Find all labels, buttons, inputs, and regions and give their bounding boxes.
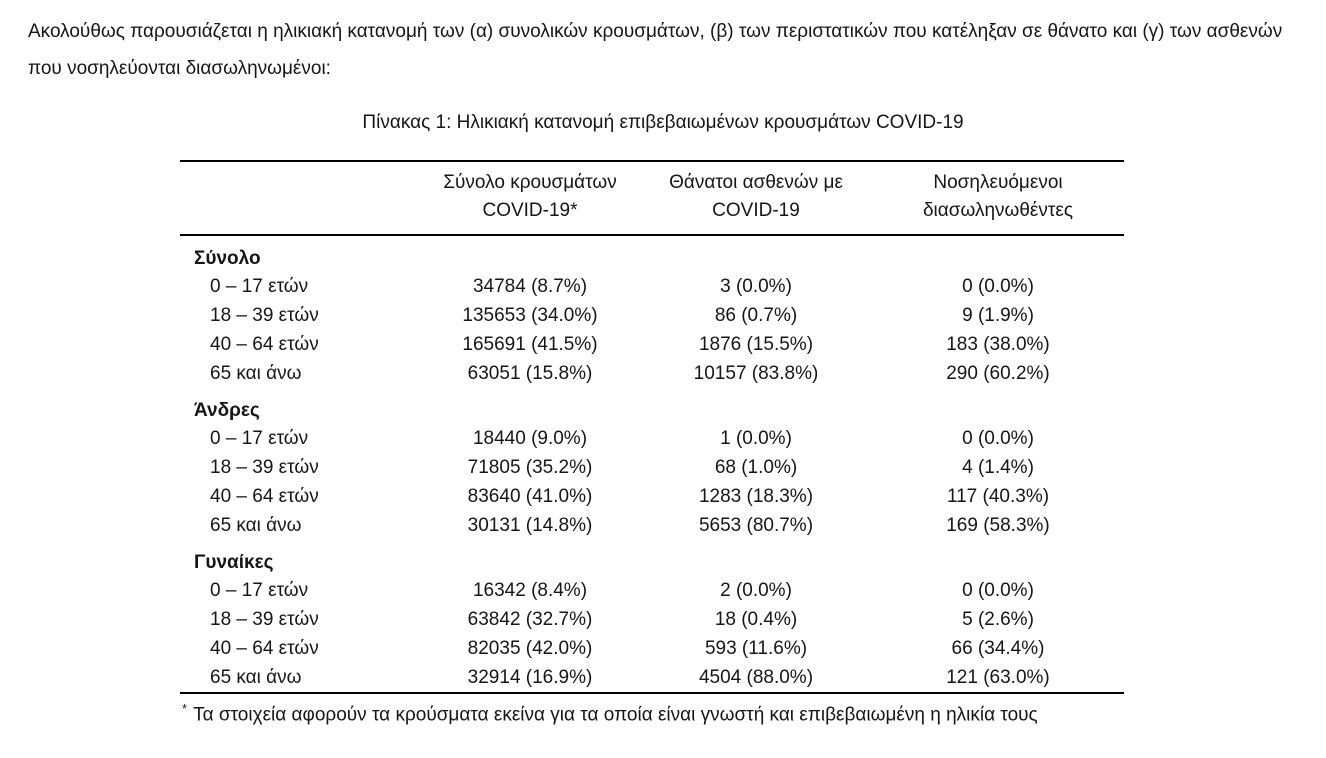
deaths-value: 1283 (18.3%) bbox=[698, 485, 814, 507]
deaths-value: 4504 (88.0%) bbox=[698, 666, 814, 688]
deaths-value: 86 (0.7%) bbox=[714, 304, 798, 326]
table-row: 0 – 17 ετών 34784 (8.7%) 3 (0.0%) 0 (0.0%) bbox=[180, 272, 1124, 301]
deaths-value: 68 (1.0%) bbox=[714, 456, 798, 478]
cases-value: 34784 (8.7%) bbox=[472, 275, 588, 297]
intro-paragraph: Ακολούθως παρουσιάζεται η ηλικιακή καταν… bbox=[28, 21, 1283, 79]
table-row: 40 – 64 ετών 83640 (41.0%) 1283 (18.3%) 117… bbox=[180, 482, 1124, 511]
intubated-value: 0 (0.0%) bbox=[962, 427, 1034, 449]
age-group-label: 18 – 39 ετών bbox=[210, 608, 319, 630]
age-group-label: 40 – 64 ετών bbox=[210, 637, 319, 659]
intubated-value: 66 (34.4%) bbox=[951, 637, 1045, 659]
deaths-value: 10157 (83.8%) bbox=[693, 362, 819, 384]
cases-value: 165691 (41.5%) bbox=[462, 333, 598, 355]
footnote-asterisk: * bbox=[182, 701, 188, 716]
cases-value: 135653 (34.0%) bbox=[462, 304, 598, 326]
header-cell: Νοσηλευόμενοι διασωληνωθέντες bbox=[872, 161, 1124, 236]
table-footnote: * Τα στοιχεία αφορούν τα κρούσματα εκείνα… bbox=[182, 701, 1326, 726]
intubated-value: 183 (38.0%) bbox=[946, 333, 1050, 355]
header-line2 bbox=[180, 197, 420, 225]
age-group-label: 0 – 17 ετών bbox=[210, 427, 309, 449]
intubated-value: 121 (63.0%) bbox=[946, 666, 1050, 688]
section-label: Γυναίκες bbox=[194, 552, 274, 573]
age-group-label: 40 – 64 ετών bbox=[210, 333, 319, 355]
table-row: 18 – 39 ετών 63842 (32.7%) 18 (0.4%) 5 (2.6… bbox=[180, 605, 1124, 634]
header-cell-empty bbox=[180, 161, 420, 236]
deaths-value: 3 (0.0%) bbox=[720, 275, 792, 297]
header-line1 bbox=[180, 169, 420, 197]
age-distribution-table: Σύνολο κρουσμάτων COVID-19* Θάνατοι ασθενώ… bbox=[180, 160, 1124, 694]
cases-value: 32914 (16.9%) bbox=[467, 666, 593, 688]
intubated-value: 0 (0.0%) bbox=[962, 579, 1034, 601]
cases-value: 63051 (15.8%) bbox=[467, 362, 593, 384]
footnote-text: Τα στοιχεία αφορούν τα κρούσματα εκείνα … bbox=[193, 704, 1038, 726]
intubated-value: 4 (1.4%) bbox=[962, 456, 1034, 478]
cases-value: 63842 (32.7%) bbox=[467, 608, 593, 630]
deaths-value: 1 (0.0%) bbox=[720, 427, 792, 449]
header-line1: Θάνατοι ασθενών με bbox=[669, 172, 843, 193]
intubated-value: 0 (0.0%) bbox=[962, 275, 1034, 297]
deaths-value: 1876 (15.5%) bbox=[698, 333, 814, 355]
age-group-label: 40 – 64 ετών bbox=[210, 485, 319, 507]
header-line2: COVID-19* bbox=[482, 200, 578, 221]
cases-value: 82035 (42.0%) bbox=[467, 637, 593, 659]
age-group-label: 18 – 39 ετών bbox=[210, 304, 319, 326]
table-row: 0 – 17 ετών 16342 (8.4%) 2 (0.0%) 0 (0.0%) bbox=[180, 576, 1124, 605]
table-header: Σύνολο κρουσμάτων COVID-19* Θάνατοι ασθενώ… bbox=[180, 161, 1124, 236]
intubated-value: 169 (58.3%) bbox=[946, 514, 1050, 536]
table-row: 40 – 64 ετών 82035 (42.0%) 593 (11.6%) 66 (… bbox=[180, 634, 1124, 663]
age-group-label: 65 και άνω bbox=[210, 666, 302, 688]
section-label: Άνδρες bbox=[194, 400, 260, 421]
age-group-label: 65 και άνω bbox=[210, 362, 302, 384]
cases-value: 16342 (8.4%) bbox=[472, 579, 588, 601]
table-row: 65 και άνω 30131 (14.8%) 5653 (80.7%) 169 (… bbox=[180, 511, 1124, 540]
section-header-row: Άνδρες bbox=[180, 388, 1124, 424]
header-line2: COVID-19 bbox=[712, 200, 800, 221]
cases-value: 18440 (9.0%) bbox=[472, 427, 588, 449]
table-title: Πίνακας 1: Ηλικιακή κατανομή επιβεβαιωμέ… bbox=[362, 112, 964, 133]
section-header-row: Γυναίκες bbox=[180, 540, 1124, 576]
table-row: 65 και άνω 63051 (15.8%) 10157 (83.8%) 290 … bbox=[180, 359, 1124, 388]
age-group-label: 65 και άνω bbox=[210, 514, 302, 536]
header-line1: Σύνολο κρουσμάτων bbox=[443, 172, 617, 193]
section-header-row: Σύνολο bbox=[180, 235, 1124, 272]
header-line2: διασωληνωθέντες bbox=[922, 200, 1074, 221]
deaths-value: 593 (11.6%) bbox=[704, 637, 808, 659]
intubated-value: 5 (2.6%) bbox=[962, 608, 1034, 630]
cases-value: 83640 (41.0%) bbox=[467, 485, 593, 507]
header-cell: Θάνατοι ασθενών με COVID-19 bbox=[640, 161, 872, 236]
table-body: Σύνολο 0 – 17 ετών 34784 (8.7%) 3 (0.0%) 0 (… bbox=[180, 235, 1124, 693]
section-label: Σύνολο bbox=[194, 248, 261, 269]
cases-value: 71805 (35.2%) bbox=[467, 456, 593, 478]
intubated-value: 290 (60.2%) bbox=[946, 362, 1050, 384]
table-row: 18 – 39 ετών 71805 (35.2%) 68 (1.0%) 4 (1.4… bbox=[180, 453, 1124, 482]
header-row: Σύνολο κρουσμάτων COVID-19* Θάνατοι ασθενώ… bbox=[180, 161, 1124, 236]
cases-value: 30131 (14.8%) bbox=[467, 514, 593, 536]
deaths-value: 18 (0.4%) bbox=[714, 608, 798, 630]
table-row: 18 – 39 ετών 135653 (34.0%) 86 (0.7%) 9 (1.… bbox=[180, 301, 1124, 330]
header-cell: Σύνολο κρουσμάτων COVID-19* bbox=[420, 161, 640, 236]
deaths-value: 5653 (80.7%) bbox=[698, 514, 814, 536]
intubated-value: 117 (40.3%) bbox=[946, 485, 1050, 507]
intubated-value: 9 (1.9%) bbox=[962, 304, 1034, 326]
table-row: 65 και άνω 32914 (16.9%) 4504 (88.0%) 121 (… bbox=[180, 663, 1124, 693]
age-group-label: 0 – 17 ετών bbox=[210, 579, 309, 601]
header-line1: Νοσηλευόμενοι bbox=[933, 172, 1063, 193]
covid-age-table: Σύνολο κρουσμάτων COVID-19* Θάνατοι ασθενώ… bbox=[180, 160, 1124, 694]
age-group-label: 0 – 17 ετών bbox=[210, 275, 309, 297]
age-group-label: 18 – 39 ετών bbox=[210, 456, 319, 478]
table-row: 40 – 64 ετών 165691 (41.5%) 1876 (15.5%) 18… bbox=[180, 330, 1124, 359]
table-row: 0 – 17 ετών 18440 (9.0%) 1 (0.0%) 0 (0.0%) bbox=[180, 424, 1124, 453]
deaths-value: 2 (0.0%) bbox=[720, 579, 792, 601]
